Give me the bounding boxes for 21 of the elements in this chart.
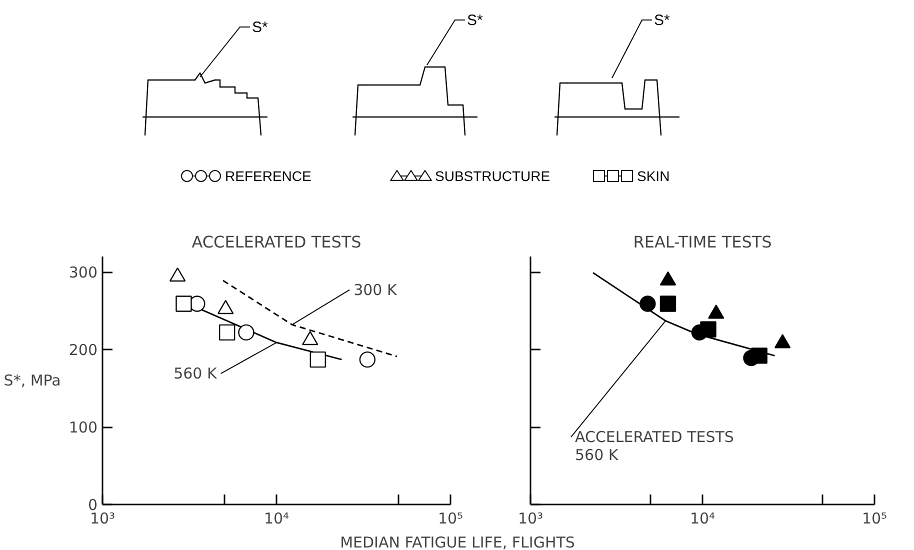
x-tick-label: 10⁵ bbox=[438, 510, 464, 528]
x-tick-label: 10⁵ bbox=[862, 510, 888, 528]
chart-title: REAL-TIME TESTS bbox=[633, 232, 772, 252]
annotation: 560 K bbox=[174, 364, 218, 383]
x-tick-label: 10⁴ bbox=[690, 510, 716, 528]
y-axis-title: S*, MPa bbox=[4, 372, 61, 390]
y-tick-label: 200 bbox=[68, 341, 98, 359]
annotation: 300 K bbox=[354, 280, 398, 299]
text: S* bbox=[654, 12, 670, 29]
x-axis-title: MEDIAN FATIGUE LIFE, FLIGHTS bbox=[340, 534, 575, 550]
legend-label: SUBSTRUCTURE bbox=[435, 168, 550, 184]
legend-label: SKIN bbox=[637, 168, 670, 184]
x-tick-label: 10³ bbox=[518, 510, 544, 528]
text: S* bbox=[467, 12, 484, 29]
annotation: ACCELERATED TESTS 560 K bbox=[574, 428, 734, 464]
y-tick-label: 300 bbox=[68, 264, 98, 282]
text: S* bbox=[252, 19, 268, 36]
y-tick-label: 100 bbox=[68, 418, 98, 436]
x-tick-label: 10⁴ bbox=[264, 510, 290, 528]
legend-label: REFERENCE bbox=[225, 168, 312, 184]
chart-title: ACCELERATED TESTS bbox=[192, 232, 362, 252]
